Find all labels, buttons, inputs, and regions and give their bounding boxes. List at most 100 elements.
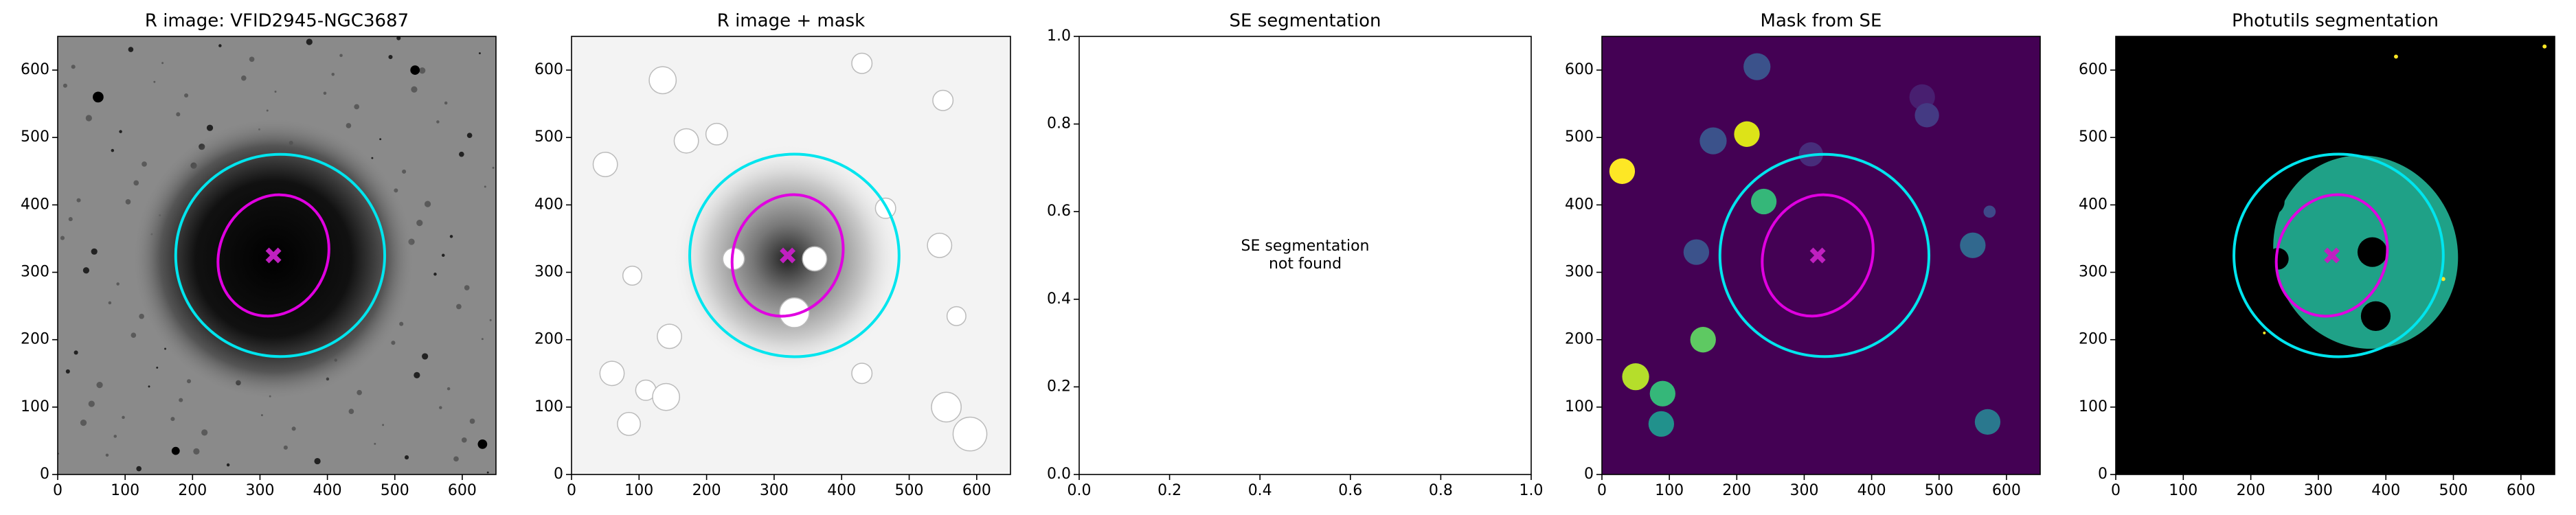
y-tick-label: 400 xyxy=(534,196,563,213)
center-marker xyxy=(780,247,796,264)
blob xyxy=(142,161,147,167)
blob xyxy=(306,38,313,45)
blob xyxy=(85,115,92,122)
y-tick-label: 0.4 xyxy=(1047,290,1071,308)
x-tick-label: 300 xyxy=(245,482,274,499)
blob xyxy=(422,353,429,360)
blob xyxy=(374,442,376,445)
blob xyxy=(416,219,423,227)
x-tick-label: 0 xyxy=(2111,482,2121,499)
blob xyxy=(291,426,296,431)
blob xyxy=(113,435,117,438)
blob xyxy=(424,201,431,207)
y-tick-label: 100 xyxy=(2079,398,2108,415)
x-tick-label: 100 xyxy=(1655,482,1684,499)
blob xyxy=(484,185,486,188)
y-tick-label: 1.0 xyxy=(1047,27,1071,45)
aperture xyxy=(1761,193,1875,318)
x-tick-label: 600 xyxy=(448,482,477,499)
blob xyxy=(2257,187,2285,216)
blob xyxy=(111,148,115,152)
panel-image xyxy=(58,36,496,474)
blob xyxy=(436,120,440,124)
panel-image xyxy=(572,36,1010,474)
y-tick-label: 400 xyxy=(21,196,49,213)
blob xyxy=(439,406,442,409)
aperture xyxy=(216,193,330,318)
blob xyxy=(617,411,642,436)
blob xyxy=(931,391,962,423)
annotation: SE segmentation xyxy=(1241,238,1370,255)
panel-image xyxy=(2116,36,2555,474)
x-tick-label: 600 xyxy=(2507,482,2535,499)
blob xyxy=(478,52,481,55)
blob xyxy=(71,65,76,69)
aperture xyxy=(2233,152,2445,358)
blob xyxy=(1649,380,1675,407)
axes-frame xyxy=(2115,36,2555,475)
blob xyxy=(1683,239,1710,265)
blob xyxy=(802,246,828,272)
y-tick-label: 200 xyxy=(534,331,563,348)
blob xyxy=(323,91,327,95)
y-tick-label: 200 xyxy=(1565,331,1594,348)
blob xyxy=(599,360,625,387)
aperture xyxy=(1718,152,1931,358)
blob xyxy=(186,379,192,384)
center-marker xyxy=(2324,247,2340,264)
y-tick-label: 500 xyxy=(2079,128,2108,146)
x-tick-label: 0 xyxy=(1597,482,1607,499)
blob xyxy=(459,151,464,157)
blob xyxy=(260,414,263,417)
blob xyxy=(156,366,159,369)
blob xyxy=(1699,127,1727,154)
blob xyxy=(331,73,335,76)
x-tick-label: 400 xyxy=(313,482,342,499)
y-tick-label: 100 xyxy=(1565,398,1594,415)
y-tick-label: 0.2 xyxy=(1047,378,1071,395)
blob xyxy=(1983,205,1996,218)
aperture xyxy=(730,193,845,318)
blob xyxy=(339,54,343,58)
center-marker xyxy=(1809,247,1826,264)
blob xyxy=(68,217,73,222)
blob xyxy=(1914,103,1939,128)
blob xyxy=(461,437,467,443)
panel-title: R image + mask xyxy=(717,11,866,32)
blob xyxy=(116,282,120,286)
y-tick-label: 100 xyxy=(21,398,49,415)
x-tick-label: 0.4 xyxy=(1248,482,1272,499)
blob xyxy=(161,62,164,65)
blob xyxy=(477,439,488,449)
blob xyxy=(2441,277,2445,282)
x-tick-label: 300 xyxy=(2304,482,2333,499)
blob xyxy=(179,398,183,402)
blob xyxy=(266,109,269,112)
blob xyxy=(240,75,247,81)
blob xyxy=(136,466,142,472)
blob xyxy=(932,89,954,111)
blob xyxy=(2394,54,2398,59)
blob xyxy=(489,319,492,321)
panel-title: Photutils segmentation xyxy=(2232,11,2439,32)
blob xyxy=(348,409,354,414)
blob xyxy=(453,456,459,462)
blob xyxy=(2357,237,2388,267)
blob xyxy=(952,416,988,452)
y-tick-label: 0.0 xyxy=(1047,466,1071,483)
blob xyxy=(128,47,134,52)
blob xyxy=(2360,301,2391,331)
x-tick-label: 100 xyxy=(111,482,139,499)
blob xyxy=(148,385,150,388)
y-tick-label: 0 xyxy=(40,466,49,483)
x-tick-label: 200 xyxy=(692,482,721,499)
blob xyxy=(1974,409,2001,435)
y-tick-label: 300 xyxy=(2079,264,2108,281)
blob xyxy=(193,448,200,455)
blob xyxy=(402,169,407,174)
x-tick-label: 600 xyxy=(1992,482,2021,499)
blob xyxy=(447,387,451,391)
blob xyxy=(673,128,699,154)
blob xyxy=(76,198,81,203)
